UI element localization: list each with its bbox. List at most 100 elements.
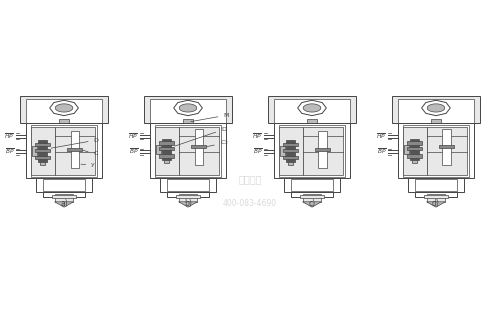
Text: a): a) — [60, 199, 68, 208]
Bar — [176, 195, 200, 198]
Bar — [20, 95, 108, 123]
Bar — [164, 160, 169, 163]
Bar — [408, 147, 422, 150]
Bar — [442, 129, 450, 165]
Bar — [439, 146, 454, 148]
Bar — [410, 139, 419, 160]
Bar — [32, 146, 37, 156]
Bar — [408, 154, 422, 158]
Bar — [315, 148, 330, 151]
Bar — [288, 162, 293, 165]
Text: D: D — [175, 127, 226, 146]
Bar — [403, 125, 469, 177]
Polygon shape — [55, 104, 73, 112]
Bar — [398, 99, 473, 123]
Text: $\overline{HP}$: $\overline{HP}$ — [376, 132, 386, 141]
Bar — [26, 99, 102, 123]
Bar — [43, 180, 86, 191]
Bar — [43, 192, 86, 197]
Bar — [424, 195, 448, 198]
Bar — [36, 149, 50, 152]
Bar — [52, 195, 76, 198]
Text: b): b) — [184, 199, 192, 208]
Text: M: M — [190, 113, 229, 122]
Bar — [178, 127, 218, 175]
Polygon shape — [54, 202, 74, 207]
Text: c): c) — [308, 199, 316, 208]
Bar — [156, 145, 161, 154]
Bar — [412, 160, 417, 163]
Text: $\overline{HP}$: $\overline{HP}$ — [252, 132, 262, 141]
Bar — [40, 162, 45, 165]
Bar — [280, 146, 285, 156]
Bar — [284, 149, 298, 152]
Bar — [300, 195, 324, 198]
Text: $\overline{HP}$: $\overline{HP}$ — [128, 132, 138, 141]
Bar — [31, 125, 97, 177]
Polygon shape — [178, 202, 198, 207]
Bar — [167, 180, 210, 191]
Text: D: D — [51, 138, 98, 148]
Polygon shape — [303, 104, 321, 112]
Bar — [290, 192, 333, 197]
Text: y: y — [81, 163, 95, 167]
Polygon shape — [174, 100, 203, 116]
Bar — [404, 145, 409, 154]
Bar — [54, 127, 94, 175]
Bar — [70, 131, 79, 167]
Polygon shape — [426, 202, 446, 207]
Bar — [184, 119, 192, 123]
Bar — [178, 193, 198, 202]
Bar — [274, 99, 350, 123]
Polygon shape — [427, 104, 445, 112]
Bar — [426, 193, 446, 202]
Text: $\overline{BP}$: $\overline{BP}$ — [129, 147, 138, 156]
Bar — [194, 129, 203, 165]
Bar — [408, 178, 465, 192]
Bar — [60, 119, 69, 123]
Bar — [274, 123, 350, 178]
Bar — [290, 180, 333, 191]
Text: 400-083-4690: 400-083-4690 — [223, 199, 277, 209]
Bar — [191, 146, 206, 148]
Bar — [36, 156, 50, 159]
Bar — [284, 143, 298, 146]
Bar — [398, 123, 473, 178]
Bar — [162, 139, 171, 160]
Bar — [308, 119, 316, 123]
Bar — [67, 148, 82, 151]
Polygon shape — [179, 104, 197, 112]
Bar — [160, 154, 174, 158]
Bar — [279, 125, 345, 177]
Bar — [160, 178, 216, 192]
Bar — [279, 127, 302, 175]
Text: $C_2$: $C_2$ — [206, 138, 229, 147]
Bar — [160, 147, 174, 150]
Bar — [431, 119, 440, 123]
Bar — [36, 143, 50, 146]
Text: $\overline{BP}$: $\overline{BP}$ — [253, 147, 262, 156]
Bar — [284, 156, 298, 159]
Polygon shape — [50, 100, 78, 116]
Polygon shape — [422, 100, 450, 116]
Bar — [155, 125, 221, 177]
Bar — [318, 131, 326, 167]
Bar — [302, 193, 322, 202]
Text: $\overline{BP}$: $\overline{BP}$ — [377, 147, 386, 156]
Text: $\overline{HP}$: $\overline{HP}$ — [4, 132, 15, 141]
Bar — [414, 180, 457, 191]
Polygon shape — [298, 100, 326, 116]
Bar — [302, 127, 343, 175]
Bar — [36, 178, 92, 192]
Bar — [167, 192, 210, 197]
Bar — [150, 99, 226, 123]
Bar — [155, 127, 178, 175]
Text: d): d) — [432, 199, 440, 208]
Bar — [284, 178, 341, 192]
Bar — [286, 140, 295, 162]
Bar — [31, 127, 54, 175]
Bar — [150, 123, 226, 178]
Bar — [426, 127, 467, 175]
Text: $\overline{BP}$: $\overline{BP}$ — [5, 147, 15, 156]
Text: C: C — [82, 150, 98, 156]
